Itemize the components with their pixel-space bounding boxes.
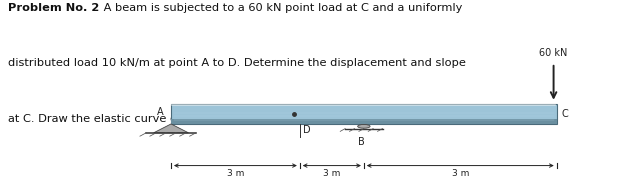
- Text: at C. Draw the elastic curve of the beam.: at C. Draw the elastic curve of the beam…: [8, 114, 243, 124]
- Bar: [171, 120, 557, 124]
- Text: 3 m: 3 m: [452, 169, 469, 178]
- Text: 3 m: 3 m: [323, 169, 340, 178]
- Text: Problem No. 2: Problem No. 2: [8, 3, 100, 13]
- Text: A: A: [157, 107, 164, 117]
- Polygon shape: [154, 124, 188, 133]
- Text: distributed load 10 kN/m at point A to D. Determine the displacement and slope: distributed load 10 kN/m at point A to D…: [8, 58, 466, 68]
- Text: A beam is subjected to a 60 kN point load at C and a uniformly: A beam is subjected to a 60 kN point loa…: [100, 3, 463, 13]
- Text: B: B: [358, 137, 364, 147]
- Bar: [171, 104, 557, 124]
- Text: C: C: [562, 109, 569, 119]
- Text: 60 kN: 60 kN: [539, 48, 568, 58]
- Text: 3 m: 3 m: [227, 169, 244, 178]
- Text: D: D: [303, 125, 310, 135]
- Circle shape: [358, 125, 370, 128]
